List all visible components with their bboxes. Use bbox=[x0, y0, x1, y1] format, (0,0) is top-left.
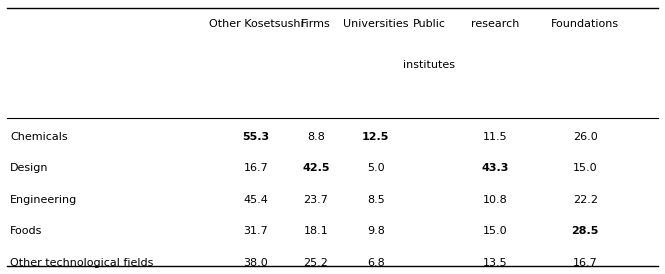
Text: Other technological fields: Other technological fields bbox=[10, 258, 154, 267]
Text: Design: Design bbox=[10, 163, 49, 173]
Text: Firms: Firms bbox=[301, 19, 331, 29]
Text: 13.5: 13.5 bbox=[483, 258, 508, 267]
Text: 16.7: 16.7 bbox=[573, 258, 598, 267]
Text: 26.0: 26.0 bbox=[573, 132, 598, 141]
Text: research: research bbox=[471, 19, 519, 29]
Text: 25.2: 25.2 bbox=[303, 258, 329, 267]
Text: 28.5: 28.5 bbox=[571, 226, 599, 236]
Text: 55.3: 55.3 bbox=[243, 132, 269, 141]
Text: 16.7: 16.7 bbox=[243, 163, 269, 173]
Text: Foods: Foods bbox=[10, 226, 43, 236]
Text: 18.1: 18.1 bbox=[303, 226, 329, 236]
Text: 9.8: 9.8 bbox=[367, 226, 384, 236]
Text: 43.3: 43.3 bbox=[481, 163, 509, 173]
Text: 5.0: 5.0 bbox=[367, 163, 384, 173]
Text: 38.0: 38.0 bbox=[243, 258, 269, 267]
Text: Other Kosetsushi: Other Kosetsushi bbox=[209, 19, 303, 29]
Text: 42.5: 42.5 bbox=[302, 163, 330, 173]
Text: 31.7: 31.7 bbox=[243, 226, 269, 236]
Text: 11.5: 11.5 bbox=[483, 132, 508, 141]
Text: 15.0: 15.0 bbox=[573, 163, 598, 173]
Text: 8.5: 8.5 bbox=[367, 195, 384, 204]
Text: Universities: Universities bbox=[343, 19, 408, 29]
Text: 23.7: 23.7 bbox=[303, 195, 329, 204]
Text: 22.2: 22.2 bbox=[573, 195, 598, 204]
Text: 12.5: 12.5 bbox=[362, 132, 390, 141]
Text: 15.0: 15.0 bbox=[483, 226, 508, 236]
Text: 6.8: 6.8 bbox=[367, 258, 384, 267]
Text: 10.8: 10.8 bbox=[483, 195, 508, 204]
Text: Public: Public bbox=[412, 19, 446, 29]
Text: 45.4: 45.4 bbox=[243, 195, 269, 204]
Text: Chemicals: Chemicals bbox=[10, 132, 68, 141]
Text: Foundations: Foundations bbox=[551, 19, 619, 29]
Text: institutes: institutes bbox=[403, 60, 455, 70]
Text: 8.8: 8.8 bbox=[307, 132, 325, 141]
Text: Engineering: Engineering bbox=[10, 195, 77, 204]
